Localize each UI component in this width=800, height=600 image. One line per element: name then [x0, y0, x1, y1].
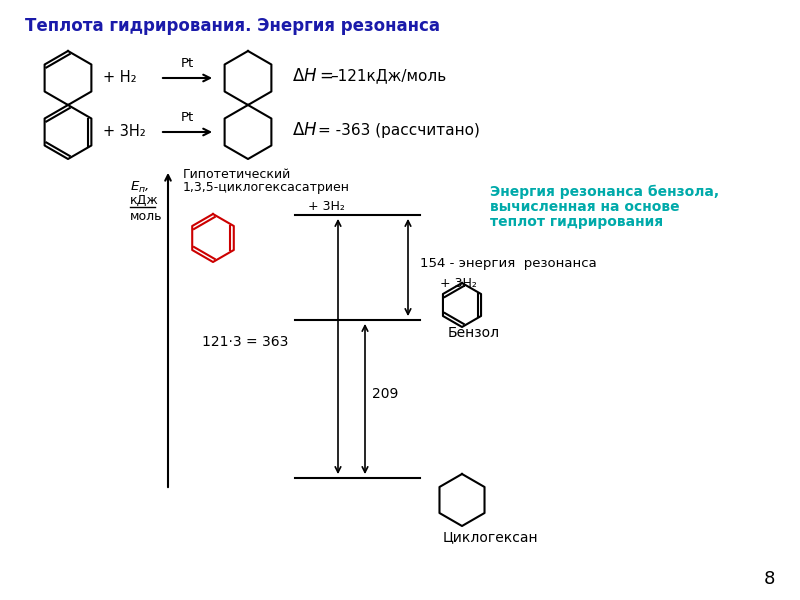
Text: Бензол: Бензол [448, 326, 500, 340]
Text: 209: 209 [372, 387, 398, 401]
Text: 154 - энергия  резонанса: 154 - энергия резонанса [420, 257, 597, 270]
Text: Энергия резонанса бензола,: Энергия резонанса бензола, [490, 185, 719, 199]
Text: + H₂: + H₂ [103, 70, 137, 85]
Text: Теплота гидрирования. Энергия резонанса: Теплота гидрирования. Энергия резонанса [25, 17, 440, 35]
Text: $\Delta\mathit{H}$: $\Delta\mathit{H}$ [292, 121, 318, 139]
Text: 1,3,5-циклогексасатриен: 1,3,5-циклогексасатриен [183, 181, 350, 194]
Text: вычисленная на основе: вычисленная на основе [490, 200, 680, 214]
Text: $\Delta\mathit{H}=$: $\Delta\mathit{H}=$ [292, 67, 334, 85]
Text: Гипотетический: Гипотетический [183, 168, 291, 181]
Text: 8: 8 [764, 570, 775, 588]
Text: 121·3 = 363: 121·3 = 363 [202, 335, 288, 349]
Text: теплот гидрирования: теплот гидрирования [490, 215, 663, 229]
Text: –121кДж/моль: –121кДж/моль [330, 68, 446, 83]
Text: моль: моль [130, 210, 162, 223]
Text: + 3H₂: + 3H₂ [440, 277, 477, 290]
Text: Pt: Pt [180, 111, 194, 124]
Text: кДж: кДж [130, 194, 158, 207]
Text: + 3H₂: + 3H₂ [103, 124, 146, 139]
Text: $E_п$,: $E_п$, [130, 180, 150, 195]
Text: Pt: Pt [180, 57, 194, 70]
Text: = -363 (рассчитано): = -363 (рассчитано) [318, 122, 480, 137]
Text: Циклогексан: Циклогексан [443, 530, 538, 544]
Text: + 3H₂: + 3H₂ [308, 200, 345, 213]
